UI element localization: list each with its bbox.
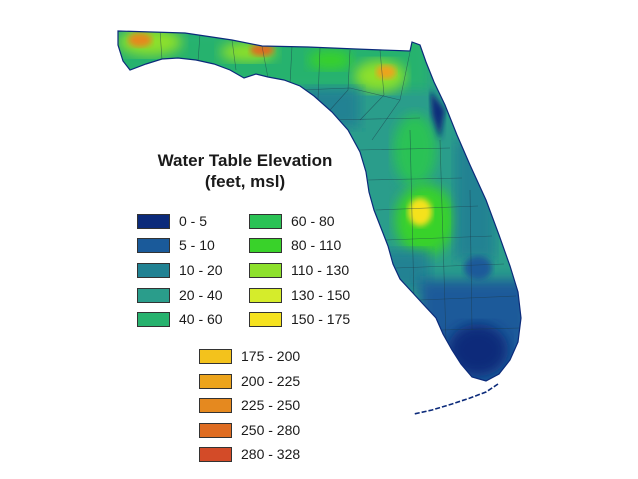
legend-swatch [199,446,232,462]
legend-label: 130 - 150 [291,287,351,303]
legend-swatch [137,262,170,278]
legend-swatch [249,237,282,253]
legend-title: Water Table Elevation (feet, msl) [130,150,360,192]
legend-item: 0 - 5 [137,212,207,230]
legend-label: 20 - 40 [179,287,223,303]
legend-item: 5 - 10 [137,236,215,254]
county-boundaries [159,31,521,341]
legend-label: 5 - 10 [179,237,215,253]
legend-item: 20 - 40 [137,286,223,304]
legend-item: 200 - 225 [199,372,300,390]
legend-swatch [249,262,282,278]
legend-item: 60 - 80 [249,212,335,230]
legend-label: 225 - 250 [241,397,301,413]
legend-label: 110 - 130 [291,262,350,278]
legend-title-line1: Water Table Elevation [157,151,333,170]
legend-label: 175 - 200 [241,348,301,364]
legend-swatch [249,213,282,229]
legend-swatch [249,287,282,303]
legend-label: 280 - 328 [241,446,301,462]
legend-item: 280 - 328 [199,445,300,463]
legend-swatch [199,373,232,389]
legend-swatch [137,213,170,229]
legend-swatch [249,311,282,327]
legend-label: 250 - 280 [241,422,301,438]
legend-label: 80 - 110 [291,237,342,253]
legend-label: 60 - 80 [291,213,335,229]
legend-label: 10 - 20 [179,262,223,278]
legend-swatch [137,287,170,303]
legend-swatch [199,348,232,364]
legend-item: 80 - 110 [249,236,341,254]
florida-keys [413,383,499,415]
legend-item: 225 - 250 [199,396,300,414]
legend-title-line2: (feet, msl) [204,172,286,191]
legend-swatch [137,311,170,327]
legend-item: 10 - 20 [137,261,223,279]
legend-item: 250 - 280 [199,421,300,439]
legend-item: 150 - 175 [249,310,350,328]
legend-item: 110 - 130 [249,261,349,279]
legend-item: 130 - 150 [249,286,350,304]
legend-swatch [199,397,232,413]
legend-label: 40 - 60 [179,311,223,327]
legend-item: 175 - 200 [199,347,300,365]
legend-item: 40 - 60 [137,310,223,328]
legend-swatch [137,237,170,253]
legend-label: 150 - 175 [291,311,351,327]
legend-label: 0 - 5 [179,213,208,229]
legend-swatch [199,422,232,438]
legend-label: 200 - 225 [241,373,301,389]
